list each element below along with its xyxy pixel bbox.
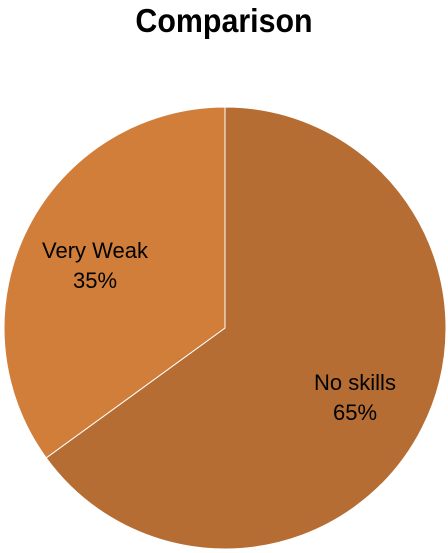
pie-slice-no-skills — [45, 106, 447, 550]
chart-title: Comparison — [135, 2, 313, 39]
slice-label-percent: 35% — [73, 268, 117, 293]
pie-slice-very-weak — [3, 106, 226, 459]
slice-label-category: Very Weak — [42, 238, 149, 263]
slice-label-category: No skills — [314, 370, 396, 395]
slice-label-percent: 65% — [333, 400, 377, 425]
